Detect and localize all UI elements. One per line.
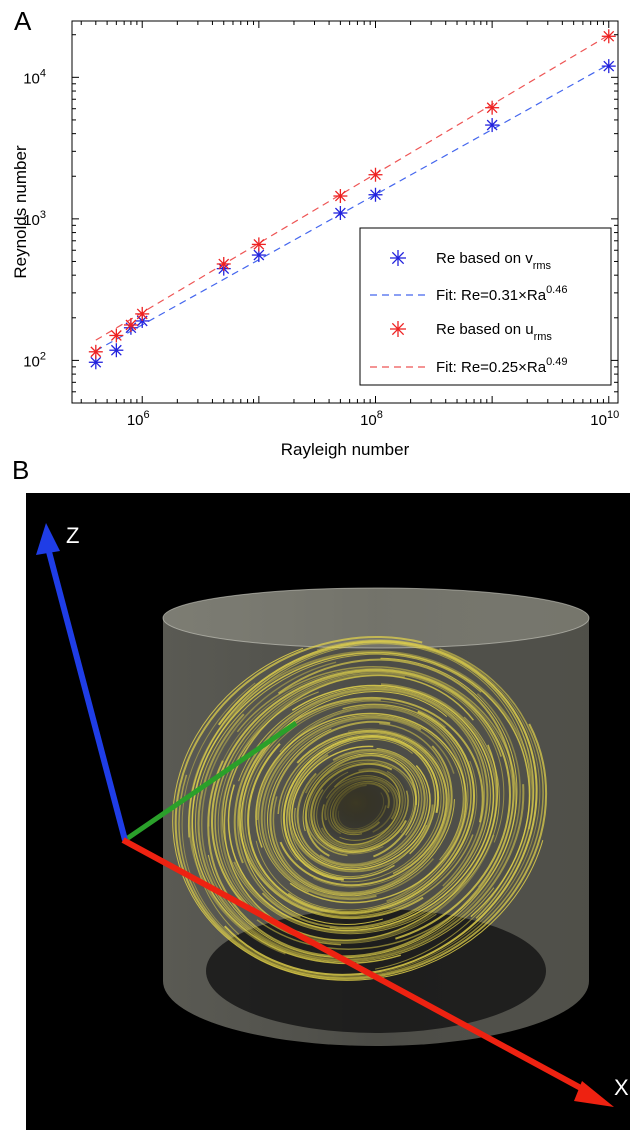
streamline: [289, 738, 427, 878]
streamline: [211, 668, 511, 940]
legend-label-4: Fit: Re=0.25×Ra0.49: [436, 356, 567, 376]
data-point-series-2: [601, 29, 616, 44]
streamline: [187, 641, 535, 919]
streamline: [269, 720, 453, 896]
streamline: [258, 714, 464, 893]
streamline: [255, 712, 467, 904]
streamline: [247, 710, 475, 915]
data-point-series-2: [251, 237, 266, 252]
streamline: [294, 748, 428, 869]
streamline: [279, 729, 448, 887]
streamline: [223, 674, 499, 941]
streamline: [238, 686, 491, 930]
data-points: [88, 29, 616, 370]
data-point-series-1: [368, 187, 383, 202]
legend-label-1: Re based on vrms: [436, 250, 552, 272]
streamline: [255, 705, 469, 911]
y-axis-arrow: [123, 720, 298, 843]
x-axis-label-3d: X: [614, 1075, 629, 1100]
streamline: [240, 691, 448, 925]
x-tick-label: 108: [360, 409, 383, 429]
streamline: [260, 715, 422, 901]
streamline: [238, 696, 484, 920]
streamline: [266, 728, 455, 897]
streamline: [178, 648, 544, 979]
x-tick-label: 1010: [590, 409, 619, 429]
x-axis-arrow: [121, 837, 592, 1096]
z-axis-arrowhead: [36, 523, 60, 555]
streamline: [233, 683, 498, 934]
fit-line-1: [95, 63, 610, 352]
cylinder-top: [162, 587, 590, 649]
data-point-series-1: [109, 343, 124, 358]
data-point-series-2: [485, 100, 500, 115]
streamline: [197, 713, 525, 962]
data-point-series-1: [333, 205, 348, 220]
streamline: [174, 636, 548, 980]
streamline: [286, 736, 437, 880]
streamline: [313, 728, 450, 888]
streamline: [195, 653, 495, 963]
streamline: [207, 657, 518, 959]
streamline: [237, 689, 486, 918]
streamline: [287, 703, 472, 913]
streamline: [181, 639, 541, 977]
streamline: [241, 698, 474, 918]
data-point-series-2: [135, 306, 150, 321]
z-axis-label: Z: [66, 523, 79, 548]
legend-label-3: Re based on urms: [436, 321, 552, 343]
streamline: [227, 684, 495, 932]
streamline: [217, 672, 505, 944]
streamline: [277, 731, 445, 875]
legend-marker-1: [390, 250, 406, 266]
streamline-render: Z X: [26, 493, 630, 1130]
y-tick-label: 104: [23, 67, 46, 87]
legend: Re based on vrms Fit: Re=0.31×Ra0.46 Re ba…: [359, 227, 612, 386]
data-point-series-2: [88, 344, 103, 359]
panel-a-label: A: [14, 6, 32, 36]
streamline: [256, 706, 466, 903]
streamline: [217, 640, 538, 976]
streamline: [296, 748, 426, 867]
streamline: [172, 647, 544, 981]
streamline: [207, 658, 515, 958]
y-axis-label: Reynolds number: [11, 145, 30, 279]
y-tick-label: 102: [23, 350, 46, 370]
x-tick-label: 106: [127, 409, 150, 429]
data-point-series-2: [216, 256, 231, 271]
streamline: [201, 661, 521, 960]
streamline: [191, 651, 531, 965]
streamline: [282, 734, 440, 881]
legend-label-2: Fit: Re=0.31×Ra0.46: [436, 284, 567, 304]
streamline: [244, 700, 478, 916]
streamline-visualization: Z X: [36, 523, 629, 1107]
streamline: [236, 666, 517, 950]
data-point-series-2: [123, 317, 138, 332]
data-point-series-1: [485, 118, 500, 133]
data-point-series-2: [333, 189, 348, 204]
streamline: [191, 643, 531, 970]
data-point-series-2: [109, 328, 124, 343]
streamline: [263, 717, 455, 899]
fit-line-2: [95, 34, 610, 341]
x-axis-arrowhead: [574, 1081, 614, 1107]
panel-b-label: B: [12, 455, 30, 485]
legend-marker-3: [390, 321, 406, 337]
streamline: [220, 673, 495, 943]
data-point-series-1: [601, 59, 616, 74]
fit-lines: [95, 34, 610, 352]
streamline: [233, 687, 489, 929]
z-axis-arrow: [45, 547, 128, 841]
x-axis-label: Rayleigh number: [281, 440, 410, 459]
streamline: [280, 733, 442, 883]
streamline: [272, 722, 450, 894]
data-point-series-2: [368, 167, 383, 182]
